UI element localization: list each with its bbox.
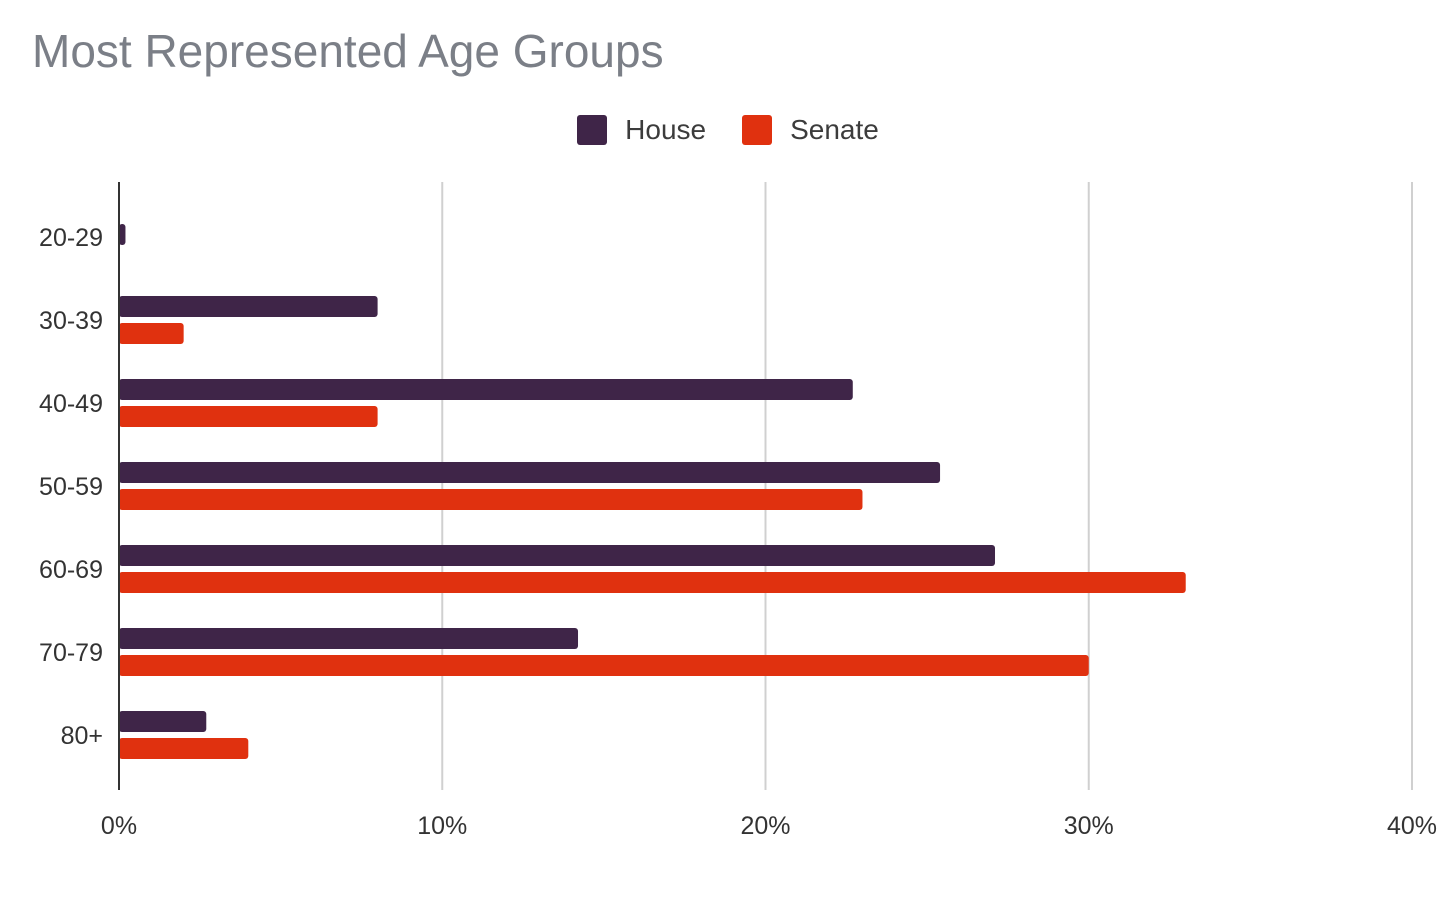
y-tick-label: 30-39 (39, 307, 103, 335)
y-tick-label: 70-79 (39, 639, 103, 667)
bar-senate-80+ (119, 738, 249, 759)
x-tick-label: 0% (101, 812, 137, 840)
x-tick-label: 40% (1387, 812, 1437, 840)
bar-senate-40-49 (119, 406, 378, 427)
chart-legend: House Senate (0, 114, 1456, 146)
y-tick-label: 40-49 (39, 390, 103, 418)
bar-house-70-79 (119, 628, 579, 649)
bar-senate-50-59 (119, 489, 863, 510)
legend-label-senate: Senate (790, 114, 879, 145)
legend-item-house: House (577, 114, 706, 146)
y-tick-label: 60-69 (39, 556, 103, 584)
bar-house-80+ (119, 711, 207, 732)
bar-senate-70-79 (119, 655, 1089, 676)
bar-house-60-69 (119, 545, 996, 566)
legend-swatch-house (577, 115, 608, 145)
legend-swatch-senate (742, 115, 773, 145)
x-tick-label: 20% (740, 812, 790, 840)
y-tick-label: 50-59 (39, 473, 103, 501)
chart-title: Most Represented Age Groups (32, 25, 664, 77)
legend-label-house: House (625, 114, 707, 145)
y-tick-label: 80+ (61, 722, 103, 750)
bar-house-40-49 (119, 379, 853, 400)
bar-senate-30-39 (119, 323, 184, 344)
x-tick-label: 30% (1064, 812, 1114, 840)
bar-house-20-29 (119, 224, 126, 245)
bar-senate-60-69 (119, 572, 1186, 593)
bar-house-30-39 (119, 296, 378, 317)
x-tick-label: 10% (417, 812, 467, 840)
legend-item-senate: Senate (742, 114, 879, 146)
bar-house-50-59 (119, 462, 941, 483)
y-tick-label: 20-29 (39, 224, 103, 252)
